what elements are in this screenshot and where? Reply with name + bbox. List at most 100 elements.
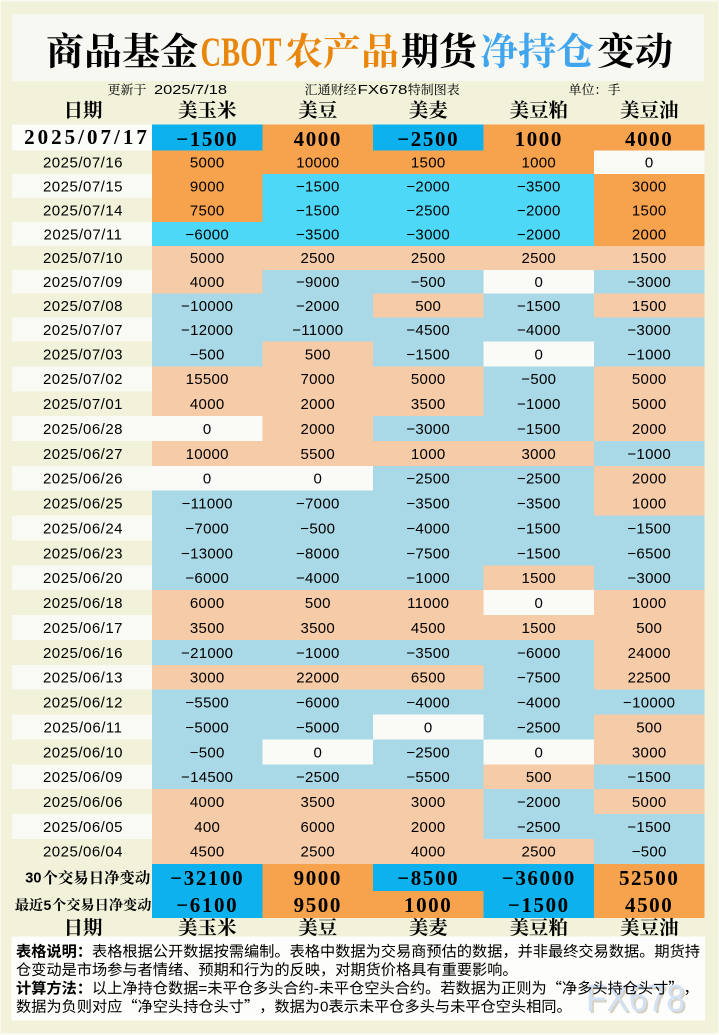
svg-text:1000: 1000 <box>632 496 667 513</box>
svg-text:2025/07/07: 2025/07/07 <box>43 322 123 339</box>
svg-text:4000: 4000 <box>190 396 225 413</box>
svg-text:−7000: −7000 <box>296 496 340 513</box>
svg-text:2025/06/27: 2025/06/27 <box>43 446 123 463</box>
svg-text:2025/07/16: 2025/07/16 <box>43 155 123 172</box>
svg-text:−10000: −10000 <box>181 298 233 315</box>
svg-text:2025/06/24: 2025/06/24 <box>43 520 123 537</box>
svg-text:3000: 3000 <box>411 794 446 811</box>
svg-text:5000: 5000 <box>632 794 667 811</box>
svg-text:0: 0 <box>313 744 322 761</box>
svg-text:0: 0 <box>313 471 322 488</box>
svg-text:−8500: −8500 <box>397 866 459 890</box>
svg-text:−1500: −1500 <box>627 769 671 786</box>
svg-text:−14500: −14500 <box>181 769 233 786</box>
svg-text:−1500: −1500 <box>627 819 671 836</box>
svg-text:2025/07/02: 2025/07/02 <box>43 371 123 388</box>
svg-text:2025/06/20: 2025/06/20 <box>43 570 123 587</box>
svg-text:3500: 3500 <box>411 396 446 413</box>
svg-text:500: 500 <box>415 298 441 315</box>
svg-text:2025/06/28: 2025/06/28 <box>43 421 123 438</box>
svg-text:4000: 4000 <box>625 127 673 151</box>
svg-text:FX678: FX678 <box>588 980 687 1022</box>
svg-text:−6000: −6000 <box>296 695 340 712</box>
svg-text:1000: 1000 <box>411 446 446 463</box>
svg-text:−4500: −4500 <box>406 322 450 339</box>
svg-text:2025/7/18: 2025/7/18 <box>154 82 227 97</box>
svg-text:−4000: −4000 <box>406 695 450 712</box>
svg-text:2500: 2500 <box>411 250 446 267</box>
svg-text:−1500: −1500 <box>517 421 561 438</box>
svg-text:−2000: −2000 <box>517 226 561 243</box>
svg-text:−1000: −1000 <box>627 446 671 463</box>
svg-text:−3500: −3500 <box>406 496 450 513</box>
svg-text:-: - <box>314 980 319 997</box>
svg-text:9000: 9000 <box>190 179 225 196</box>
svg-text:6000: 6000 <box>301 819 336 836</box>
svg-text:=: = <box>198 980 207 997</box>
svg-text:−6100: −6100 <box>176 893 238 917</box>
svg-text:−4000: −4000 <box>296 570 340 587</box>
svg-text:4000: 4000 <box>411 844 446 861</box>
svg-text:−7000: −7000 <box>185 520 229 537</box>
svg-text:−3000: −3000 <box>627 570 671 587</box>
svg-text:−7500: −7500 <box>406 545 450 562</box>
svg-text:2025/06/12: 2025/06/12 <box>43 695 123 712</box>
svg-text:1000: 1000 <box>522 155 557 172</box>
svg-text:−3000: −3000 <box>406 226 450 243</box>
svg-text:2500: 2500 <box>301 844 336 861</box>
svg-text:3000: 3000 <box>522 446 557 463</box>
svg-text:1000: 1000 <box>632 595 667 612</box>
svg-text:−500: −500 <box>190 744 225 761</box>
svg-text:2025/07/17: 2025/07/17 <box>24 125 150 149</box>
svg-text:2025/07/10: 2025/07/10 <box>43 250 123 267</box>
svg-text:5000: 5000 <box>632 396 667 413</box>
svg-text:3000: 3000 <box>632 179 667 196</box>
svg-text:−36000: −36000 <box>502 866 576 890</box>
svg-text:7000: 7000 <box>301 371 336 388</box>
svg-text:−500: −500 <box>632 844 667 861</box>
svg-text:−2500: −2500 <box>517 719 561 736</box>
svg-text:5: 5 <box>44 897 52 913</box>
svg-text:−3000: −3000 <box>627 274 671 291</box>
svg-text:−1500: −1500 <box>517 520 561 537</box>
svg-text:−6000: −6000 <box>517 645 561 662</box>
svg-text:10000: 10000 <box>186 446 229 463</box>
svg-text:5000: 5000 <box>190 250 225 267</box>
svg-text:−5500: −5500 <box>185 695 229 712</box>
svg-text:5500: 5500 <box>301 446 336 463</box>
svg-text:−13000: −13000 <box>181 545 233 562</box>
svg-text:500: 500 <box>526 769 552 786</box>
svg-text:−7500: −7500 <box>517 670 561 687</box>
svg-text:2025/06/10: 2025/06/10 <box>43 744 123 761</box>
svg-text:6000: 6000 <box>190 595 225 612</box>
svg-text:−3500: −3500 <box>517 179 561 196</box>
svg-text:−3500: −3500 <box>296 226 340 243</box>
svg-text:9500: 9500 <box>294 893 342 917</box>
svg-text:1000: 1000 <box>404 893 452 917</box>
svg-text:−1500: −1500 <box>296 179 340 196</box>
svg-text:−8000: −8000 <box>296 545 340 562</box>
svg-text:30: 30 <box>25 871 41 887</box>
svg-text:−2000: −2000 <box>517 794 561 811</box>
svg-text:1000: 1000 <box>515 127 563 151</box>
svg-text:−2500: −2500 <box>406 471 450 488</box>
svg-text:2025/06/17: 2025/06/17 <box>43 620 123 637</box>
svg-text:2025/07/08: 2025/07/08 <box>43 298 123 315</box>
svg-text:−1500: −1500 <box>517 298 561 315</box>
svg-text:−1500: −1500 <box>296 203 340 220</box>
svg-text:−1500: −1500 <box>176 127 238 151</box>
svg-text:2025/07/09: 2025/07/09 <box>43 274 123 291</box>
svg-text:2025/06/11: 2025/06/11 <box>44 719 123 736</box>
svg-text:−2000: −2000 <box>517 203 561 220</box>
svg-text:1500: 1500 <box>522 570 557 587</box>
svg-text:−4000: −4000 <box>406 520 450 537</box>
svg-text:2025/07/11: 2025/07/11 <box>44 226 123 243</box>
svg-text:0: 0 <box>203 421 212 438</box>
svg-text:−2500: −2500 <box>406 203 450 220</box>
svg-text:3500: 3500 <box>190 620 225 637</box>
svg-text:−5000: −5000 <box>185 719 229 736</box>
svg-text:−2500: −2500 <box>517 471 561 488</box>
svg-text:−500: −500 <box>300 520 335 537</box>
svg-text:4000: 4000 <box>190 794 225 811</box>
svg-text:2025/07/03: 2025/07/03 <box>43 346 123 363</box>
